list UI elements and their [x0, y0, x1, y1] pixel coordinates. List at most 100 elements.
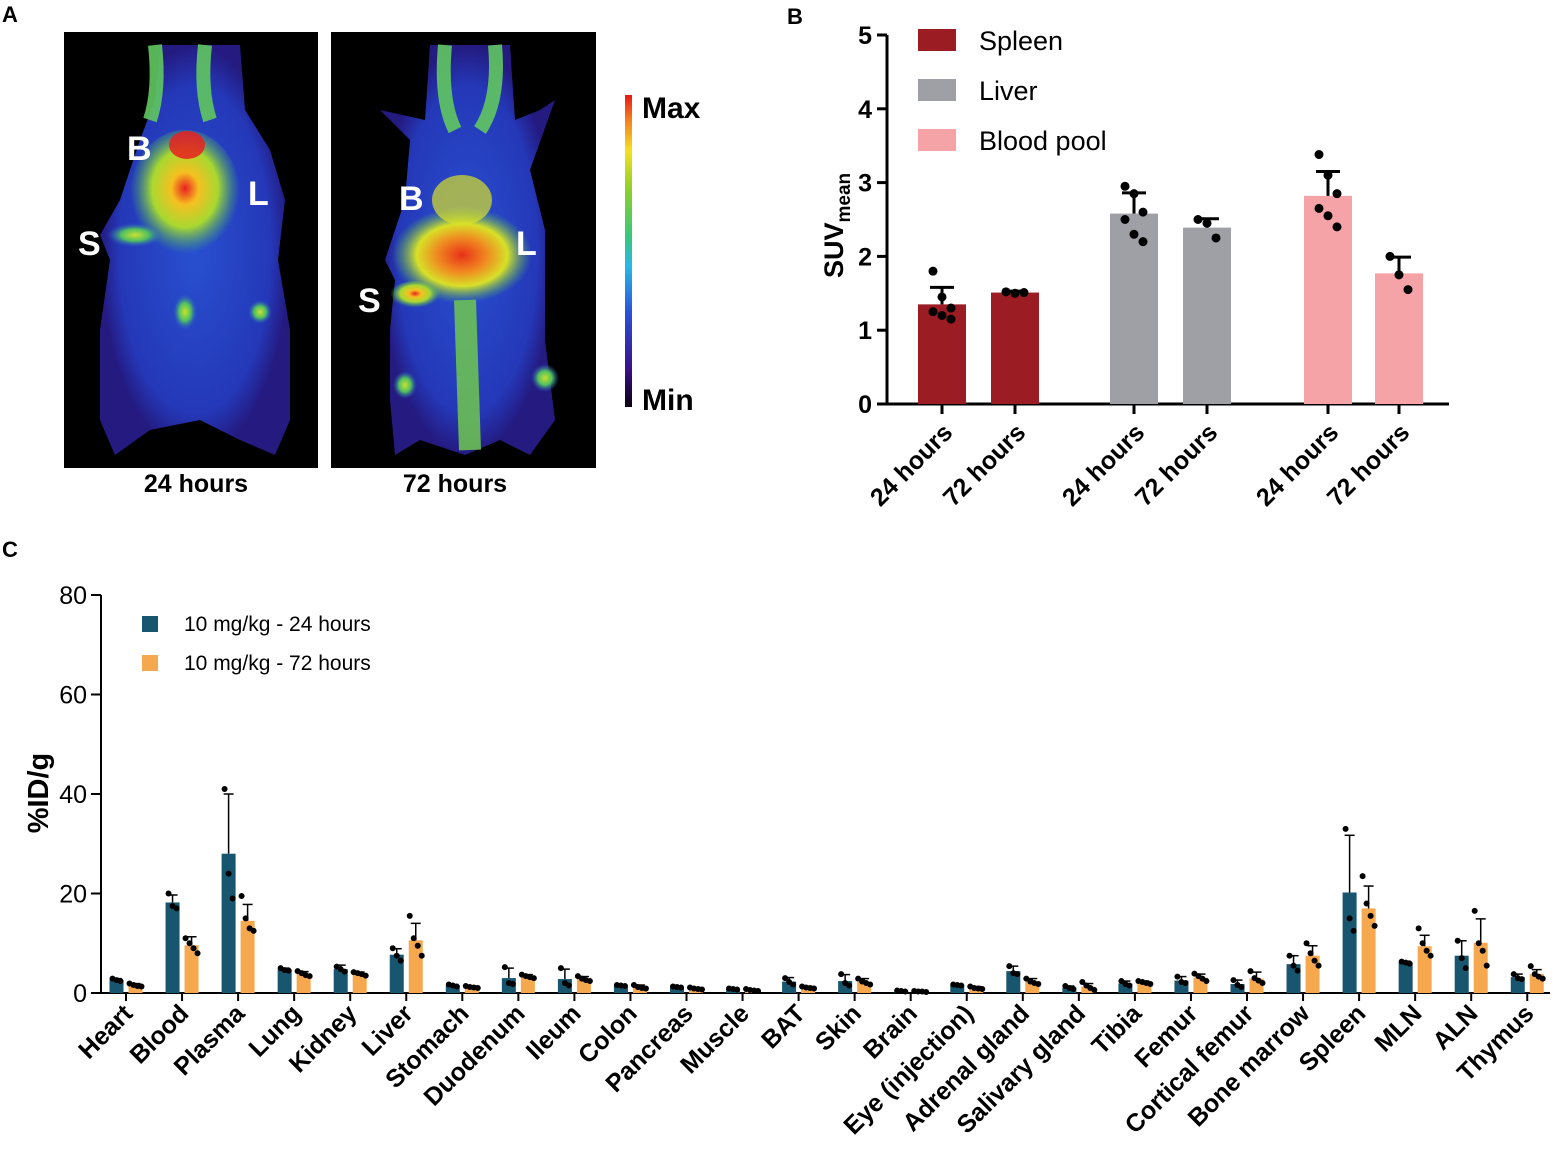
spleen-spot-24h	[107, 223, 163, 247]
b-legend-swatch-liver	[918, 79, 956, 101]
c-data-point	[410, 935, 417, 942]
c-x-tick-label-mln: MLN	[1369, 999, 1427, 1057]
hotspot-72h	[392, 207, 532, 303]
c-y-tick-label: 80	[59, 582, 87, 610]
spine-72h	[436, 44, 503, 134]
c-y-tick-label: 0	[73, 980, 87, 1008]
c-bar-liver-24h	[389, 954, 404, 993]
b-data-point	[1193, 215, 1203, 224]
b-data-point	[1323, 211, 1333, 221]
c-bar-spleen-24h	[1342, 892, 1357, 993]
c-data-point	[958, 982, 965, 989]
c-data-point	[418, 952, 425, 959]
c-data-point	[285, 967, 292, 974]
c-data-point	[1315, 962, 1322, 969]
c-data-point	[846, 982, 853, 989]
c-data-point	[1238, 984, 1245, 991]
b-data-point	[1394, 270, 1404, 280]
c-data-point	[1290, 962, 1297, 969]
c-data-point	[642, 985, 649, 992]
c-legend-swatch-24h	[142, 616, 158, 632]
b-bar-spleen-72-hours	[991, 292, 1039, 404]
b-bar-liver-72-hours	[1183, 227, 1231, 404]
c-data-point	[1182, 980, 1189, 987]
c-legend-swatch-72h	[142, 655, 158, 671]
c-legend-label-72h: 10 mg/kg - 72 hours	[184, 652, 371, 675]
b-data-point	[1138, 207, 1148, 217]
c-data-point	[1415, 925, 1422, 932]
c-bar-liver-72h	[408, 940, 423, 993]
c-data-point	[1350, 927, 1357, 934]
c-bar-spleen-72h	[1361, 908, 1376, 993]
c-bar-colon-24h	[613, 985, 628, 993]
c-data-point	[790, 981, 797, 988]
b-data-point	[1001, 287, 1011, 297]
c-y-axis-label: %ID/g	[23, 753, 55, 834]
spleen-spot-72h	[390, 281, 440, 309]
c-data-point	[902, 988, 909, 995]
b-data-point	[937, 310, 947, 320]
b-data-point	[1202, 218, 1212, 228]
b-bar-blood-pool-24-hours	[1304, 195, 1352, 404]
b-data-point	[1403, 285, 1413, 295]
caption-24h: 24 hours	[144, 470, 248, 498]
b-data-point	[928, 266, 938, 276]
c-data-point	[393, 952, 400, 959]
c-data-point	[509, 981, 516, 988]
b-data-point	[946, 303, 956, 313]
label-b-24h: B	[127, 130, 152, 168]
c-data-point	[1126, 982, 1133, 989]
b-legend-label-blood-pool: Blood pool	[979, 126, 1107, 156]
c-data-point	[1294, 967, 1301, 974]
c-x-tick-label-skin: Skin	[810, 999, 867, 1056]
hotspot-upper-72h	[432, 175, 492, 225]
colorbar-min-label: Min	[642, 384, 694, 417]
c-data-point	[1427, 952, 1434, 959]
c-bar-lung-72h	[296, 973, 311, 993]
c-y-tick-label: 20	[59, 881, 87, 909]
c-data-point	[1079, 979, 1086, 986]
c-data-point	[1454, 937, 1461, 944]
c-data-point	[586, 978, 593, 985]
c-data-point	[1419, 940, 1426, 947]
c-data-point	[397, 957, 404, 964]
b-data-point	[937, 292, 947, 302]
b-y-axis-label: SUVmean	[819, 173, 855, 278]
c-data-point	[1303, 940, 1310, 947]
b-y-tick-label: 2	[858, 243, 872, 271]
c-data-point	[1406, 960, 1413, 967]
b-legend-label-liver: Liver	[979, 76, 1038, 106]
c-data-point	[1091, 987, 1098, 994]
c-data-point	[138, 983, 145, 990]
b-data-point	[946, 314, 956, 324]
c-data-point	[194, 950, 201, 957]
c-bar-mln-72h	[1417, 946, 1432, 993]
panel-c-letter: C	[2, 537, 18, 562]
c-data-point	[1247, 968, 1254, 975]
panel-a-letter: A	[2, 2, 18, 27]
b-bar-spleen-24-hours	[918, 304, 966, 404]
c-data-point	[1346, 915, 1353, 922]
hotspot-core-24h	[169, 131, 205, 159]
c-data-point	[1259, 980, 1266, 987]
colorbar	[625, 95, 632, 407]
c-data-point	[182, 935, 189, 942]
c-data-point	[250, 927, 257, 934]
b-data-point	[1138, 237, 1148, 247]
b-bar-liver-24-hours	[1110, 213, 1158, 404]
b-y-tick-label: 0	[858, 391, 872, 419]
spot-72h-a	[393, 371, 417, 399]
c-bar-lung-24h	[277, 969, 292, 993]
chart-c: 020406080%ID/gHeartBloodPlasmaLungKidney…	[23, 582, 1550, 1140]
label-s-72h: S	[358, 282, 381, 320]
b-data-point	[1332, 222, 1342, 232]
b-data-point	[1314, 203, 1324, 213]
spot-24h-b	[248, 300, 272, 324]
b-data-point	[1120, 181, 1130, 191]
b-data-point	[1314, 150, 1324, 160]
c-data-point	[1070, 986, 1077, 993]
c-data-point	[1006, 963, 1013, 970]
b-legend-swatch-blood-pool	[918, 129, 956, 151]
c-data-point	[557, 965, 564, 972]
